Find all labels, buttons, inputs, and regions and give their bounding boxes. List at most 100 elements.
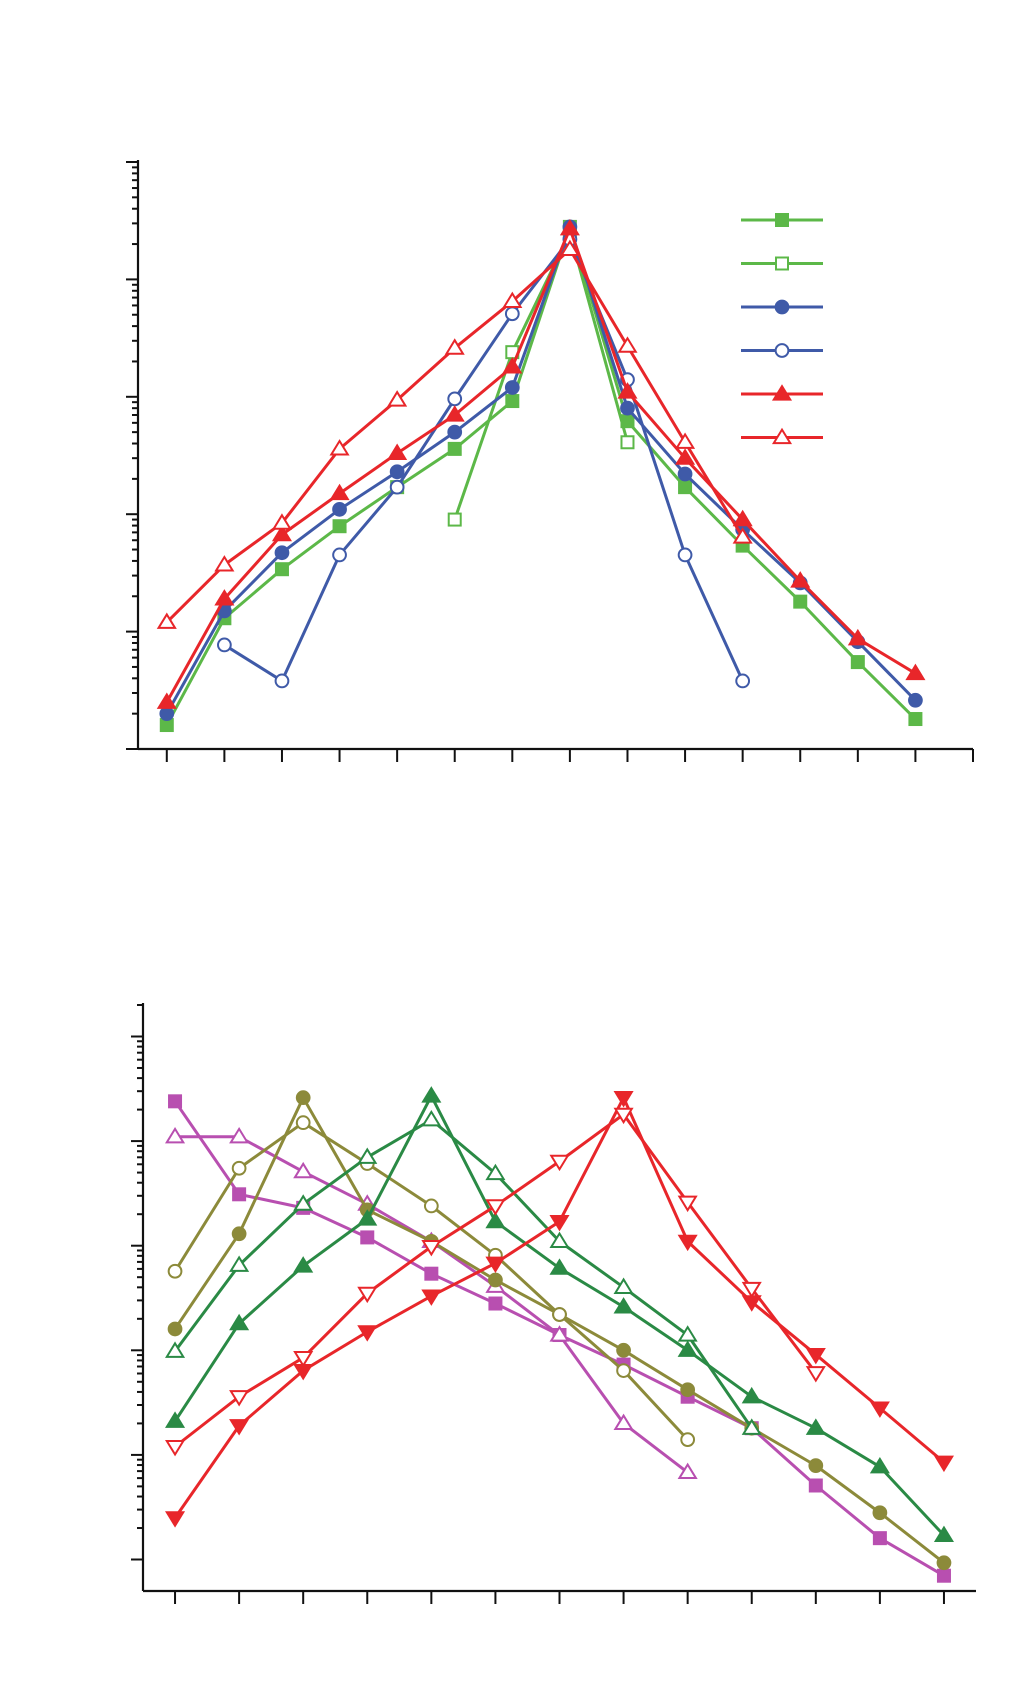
data-point [869, 1401, 890, 1418]
data-point [421, 1289, 442, 1306]
data-point [549, 1214, 570, 1232]
data-point [295, 1115, 311, 1131]
data-point [274, 673, 290, 689]
data-point [677, 1462, 698, 1480]
data-point [214, 555, 235, 572]
data-point [678, 480, 693, 495]
data-point [165, 1511, 186, 1528]
series-line [165, 225, 917, 726]
data-point [332, 501, 347, 517]
data-point [295, 1090, 311, 1106]
data-point [232, 1187, 247, 1202]
data-point [293, 1194, 314, 1211]
legend-marker [774, 343, 790, 358]
data-point [274, 545, 290, 561]
data-point [421, 1239, 442, 1257]
data-point [447, 512, 462, 527]
data-point [488, 1272, 503, 1288]
data-point [271, 513, 292, 530]
data-point [447, 441, 462, 456]
data-point [505, 394, 520, 409]
data-point [271, 524, 292, 542]
data-point [231, 1226, 247, 1242]
series-line [173, 1121, 689, 1441]
data-point [229, 1126, 250, 1144]
data-point [677, 547, 693, 563]
data-point [485, 1256, 506, 1274]
data-point [872, 1531, 887, 1546]
data-point [447, 424, 463, 440]
data-point [357, 1209, 378, 1226]
data-point [332, 547, 347, 563]
data-point [502, 357, 523, 374]
data-point [675, 432, 696, 449]
data-point [617, 382, 638, 399]
data-point [167, 1321, 183, 1337]
data-point [808, 1478, 823, 1493]
series-line [223, 237, 745, 683]
data-point [905, 663, 926, 681]
data-point [421, 1109, 442, 1127]
data-point [805, 1418, 826, 1435]
data-point [850, 655, 865, 670]
data-point [293, 1256, 314, 1273]
data-point [872, 1505, 888, 1521]
data-point [165, 1411, 186, 1428]
data-point [504, 306, 520, 322]
data-point [908, 712, 923, 727]
data-point [389, 479, 405, 495]
data-point [741, 1418, 762, 1435]
data-point [680, 1382, 696, 1398]
data-point [229, 1390, 250, 1407]
data-point [847, 628, 868, 646]
data-point [165, 1440, 186, 1457]
data-point [332, 519, 347, 534]
data-point [423, 1198, 439, 1214]
data-point [488, 1296, 503, 1311]
data-point [741, 1281, 762, 1299]
data-point [389, 464, 405, 480]
data-point [293, 1351, 314, 1368]
data-point [559, 239, 580, 257]
data-point [732, 527, 753, 544]
data-point [156, 692, 177, 709]
legend-marker [771, 427, 793, 445]
data-point [735, 673, 751, 689]
data-point [793, 594, 808, 609]
data-point [424, 1266, 439, 1281]
data-point [677, 1340, 698, 1357]
data-point [167, 1263, 183, 1279]
data-point [613, 1277, 634, 1294]
data-point [677, 1195, 698, 1213]
data-point [214, 589, 235, 606]
legend-marker [774, 299, 790, 315]
data-point [616, 1363, 631, 1378]
data-point [620, 400, 635, 416]
data-point [677, 466, 693, 482]
data-point [936, 1568, 951, 1583]
data-point [421, 1086, 442, 1103]
legend-marker [771, 384, 793, 401]
data-point [732, 509, 753, 527]
data-point [485, 1211, 506, 1229]
data-point [805, 1366, 826, 1383]
data-point [387, 390, 408, 407]
series-line [453, 231, 629, 521]
data-point [908, 692, 923, 708]
data-point [329, 483, 350, 501]
data-point [231, 1160, 247, 1176]
data-point [552, 1307, 567, 1322]
data-point [617, 336, 638, 353]
data-point [805, 1347, 826, 1365]
data-point [485, 1199, 506, 1216]
series-line [165, 225, 917, 715]
data-point [504, 380, 520, 395]
data-point [790, 571, 811, 588]
data-point [677, 1325, 698, 1342]
data-point [549, 1231, 570, 1248]
data-point [229, 1255, 250, 1272]
data-point [447, 391, 463, 407]
data-point [680, 1432, 696, 1447]
